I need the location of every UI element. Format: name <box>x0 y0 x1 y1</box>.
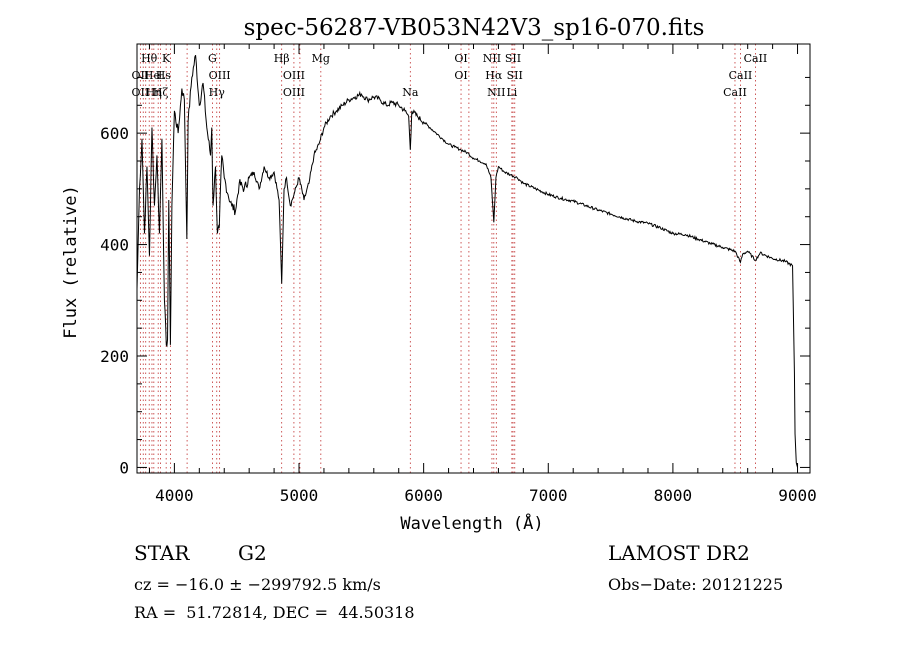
x-tick-label: 9000 <box>778 486 817 505</box>
spectral-line-label: OII <box>132 86 150 99</box>
spectral-line-label: OIII <box>283 86 305 99</box>
coordinates-info: RA = 51.72814, DEC = 44.50318 <box>134 603 415 622</box>
survey-name: LAMOST DR2 <box>608 541 750 565</box>
spectral-line-label: Hβ <box>274 52 290 65</box>
x-axis: 4000 5000 6000 7000 8000 9000 <box>148 44 817 505</box>
spectral-line-label: NII <box>487 86 505 99</box>
spectral-line-label: CaII <box>729 69 753 82</box>
y-tick-label: 400 <box>100 236 129 255</box>
spectrum-series-line <box>136 54 799 468</box>
y-axis-label: Flux (relative) <box>61 185 81 339</box>
observation-date: Obs−Date: 20121225 <box>608 575 784 594</box>
spectral-line-label: OIII <box>209 69 231 82</box>
spectral-line-label: Hθ <box>141 52 158 65</box>
spectral-line-label: OI <box>454 52 467 65</box>
x-tick-label: 8000 <box>654 486 693 505</box>
spectral-line-label: K <box>162 52 171 65</box>
y-tick-label: 600 <box>100 124 129 143</box>
x-tick-label: 5000 <box>280 486 319 505</box>
chart-title: spec-56287-VB053N42V3_sp16-070.fits <box>244 15 705 41</box>
spectral-line-label: Na <box>402 86 419 99</box>
spectral-line-label: OII <box>132 69 150 82</box>
spectral-line-label: Ls <box>158 69 171 82</box>
spectral-line-label: Hγ <box>209 86 226 99</box>
x-tick-label: 4000 <box>155 486 194 505</box>
spectral-line-label: Hη <box>146 86 162 99</box>
spectral-line-label: H <box>156 69 166 82</box>
spectral-line-label: G <box>208 52 217 65</box>
spectral-line-label: NII <box>483 52 501 65</box>
spectral-line-label: SII <box>505 52 521 65</box>
object-subclass: G2 <box>238 541 267 565</box>
y-axis: 0 200 400 600 <box>100 76 810 477</box>
spectral-line-label: CaII <box>723 86 747 99</box>
y-tick-label: 200 <box>100 347 129 366</box>
x-tick-label: 6000 <box>404 486 443 505</box>
plot-frame <box>136 43 811 474</box>
spectral-line-label: CaII <box>744 52 768 65</box>
spectral-line-markers <box>139 44 756 473</box>
redshift-info: cz = −16.0 ± −299792.5 km/s <box>134 575 381 594</box>
spectral-line-label: He <box>144 69 160 82</box>
spectral-line-label: OIII <box>283 69 305 82</box>
spectral-line-label: Mg <box>312 52 330 65</box>
x-axis-label: Wavelength (Å) <box>400 512 543 534</box>
spectral-line-label: Li <box>506 86 517 99</box>
spectral-line-label: Hζ <box>153 86 169 99</box>
spectral-line-label: OI <box>454 69 467 82</box>
spectral-line-label: Hα <box>485 69 503 82</box>
y-tick-label: 0 <box>119 458 129 477</box>
object-type: STAR <box>134 541 190 565</box>
x-tick-label: 7000 <box>529 486 568 505</box>
spectral-line-label: SII <box>507 69 523 82</box>
